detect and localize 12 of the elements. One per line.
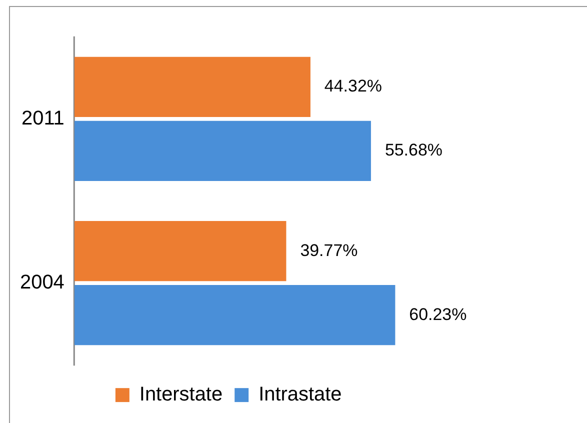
- legend-label: Interstate: [139, 384, 223, 406]
- y-tick-label: 2011: [22, 107, 64, 130]
- data-label: 39.77%: [300, 240, 358, 260]
- bar: [74, 221, 286, 282]
- bar: [74, 56, 310, 118]
- data-label: 60.23%: [409, 304, 467, 324]
- data-label: 44.32%: [324, 76, 382, 96]
- bar: [74, 285, 396, 346]
- bar: [74, 120, 371, 182]
- legend-label: Intrastate: [258, 384, 342, 406]
- y-tick-label: 2004: [20, 272, 64, 294]
- data-label: 55.68%: [384, 140, 442, 160]
